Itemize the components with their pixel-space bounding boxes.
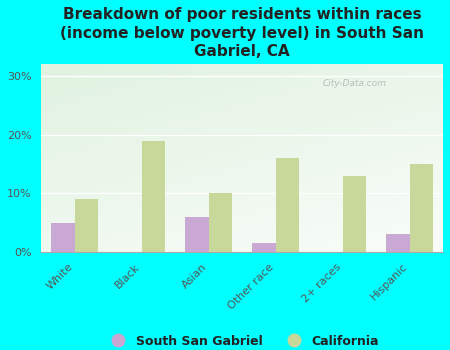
Bar xyxy=(209,194,232,252)
Bar xyxy=(276,158,299,252)
Bar xyxy=(51,223,75,252)
Bar xyxy=(75,199,98,252)
Legend: South San Gabriel, California: South San Gabriel, California xyxy=(101,329,384,350)
Bar xyxy=(185,217,209,252)
Bar xyxy=(410,164,433,252)
Bar xyxy=(142,141,165,252)
Bar xyxy=(386,234,410,252)
Title: Breakdown of poor residents within races
(income below poverty level) in South S: Breakdown of poor residents within races… xyxy=(60,7,424,59)
Text: City-Data.com: City-Data.com xyxy=(323,79,387,88)
Bar xyxy=(342,176,366,252)
Bar xyxy=(252,243,276,252)
